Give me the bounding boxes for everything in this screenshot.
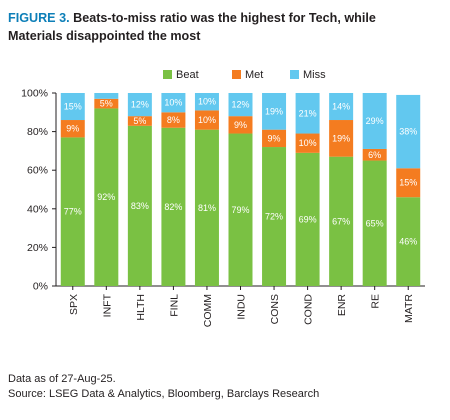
- bar-segment-miss: [60, 93, 85, 121]
- bar-segment-beat: [329, 156, 354, 286]
- data-label: 9%: [268, 133, 281, 143]
- y-tick-label: 100%: [21, 88, 48, 100]
- data-label: 5%: [133, 116, 146, 126]
- bar-segment-met: [329, 120, 354, 157]
- data-label: 9%: [234, 120, 247, 130]
- data-label: 82%: [164, 202, 182, 212]
- y-tick-label: 80%: [27, 126, 48, 138]
- y-tick-label: 0%: [33, 281, 48, 293]
- x-tick-label: RE: [370, 294, 382, 309]
- data-label: 65%: [366, 218, 384, 228]
- y-tick-label: 20%: [27, 242, 48, 254]
- bar-segment-miss: [228, 93, 253, 117]
- data-label: 15%: [64, 102, 82, 112]
- data-label: 19%: [332, 133, 350, 143]
- bar-segment-miss: [194, 93, 219, 111]
- title-line-2: Materials disappointed the most: [8, 29, 201, 43]
- data-label: 38%: [399, 127, 417, 137]
- bar-segment-beat: [60, 137, 85, 286]
- data-label: 67%: [332, 216, 350, 226]
- data-label: 6%: [368, 150, 381, 160]
- x-tick-label: COMM: [202, 294, 214, 327]
- chart-title: FIGURE 3. Beats-to-miss ratio was the hi…: [8, 9, 442, 45]
- legend-swatch-beat: [163, 70, 172, 79]
- legend-label-beat: Beat: [176, 69, 199, 81]
- x-tick-label: INDU: [236, 294, 248, 320]
- legend-swatch-miss: [290, 70, 299, 79]
- legend-label-met: Met: [245, 69, 263, 81]
- legend-label-miss: Miss: [303, 69, 326, 81]
- data-label: 12%: [231, 100, 249, 110]
- legend-swatch-met: [232, 70, 241, 79]
- data-label: 8%: [167, 115, 180, 125]
- data-label: 9%: [66, 124, 79, 134]
- bar-segment-met: [228, 116, 253, 134]
- data-label: 15%: [399, 178, 417, 188]
- x-tick-label: COND: [303, 294, 315, 325]
- bar-segment-beat: [262, 147, 287, 286]
- x-tick-label: MATR: [403, 294, 415, 323]
- data-label: 21%: [299, 108, 317, 118]
- data-label: 46%: [399, 237, 417, 247]
- bar-segment-miss: [362, 93, 387, 149]
- bar-segment-met: [161, 112, 186, 128]
- bar-segment-miss: [94, 93, 119, 99]
- x-tick-label: INFT: [101, 293, 113, 317]
- x-tick-label: SPX: [68, 294, 80, 315]
- data-label: 29%: [366, 116, 384, 126]
- bar-segment-met: [127, 116, 152, 126]
- bar-segment-beat: [127, 125, 152, 286]
- x-tick-label: HLTH: [135, 294, 147, 321]
- x-tick-label: ENR: [336, 294, 348, 317]
- bar-segment-miss: [295, 93, 320, 134]
- bar-segment-met: [362, 148, 387, 161]
- bar-segment-miss: [161, 93, 186, 113]
- data-label: 79%: [231, 205, 249, 215]
- data-label: 10%: [198, 97, 216, 107]
- bar-segment-met: [262, 129, 287, 148]
- data-label: 81%: [198, 203, 216, 213]
- data-label: 10%: [299, 138, 317, 148]
- bar-segment-beat: [396, 197, 421, 286]
- bar-segment-beat: [161, 127, 186, 287]
- bar-segment-beat: [94, 108, 119, 286]
- title-line-1: Beats-to-miss ratio was the highest for …: [73, 11, 376, 25]
- data-label: 83%: [131, 201, 149, 211]
- bar-segment-met: [295, 133, 320, 153]
- bar-segment-miss: [127, 93, 152, 117]
- data-label: 69%: [299, 214, 317, 224]
- y-tick-label: 40%: [27, 203, 48, 215]
- bar-segment-met: [194, 110, 219, 130]
- bar-segment-beat: [194, 129, 219, 286]
- figure-label: FIGURE 3.: [8, 11, 70, 25]
- data-label: 19%: [265, 106, 283, 116]
- x-tick-label: FINL: [168, 294, 180, 317]
- bar-segment-miss: [329, 93, 354, 121]
- bar-segment-miss: [262, 93, 287, 130]
- bar-segment-met: [94, 98, 119, 109]
- data-label: 14%: [332, 102, 350, 112]
- data-label: 72%: [265, 212, 283, 222]
- data-label: 10%: [164, 98, 182, 108]
- data-label: 5%: [100, 99, 113, 109]
- data-label: 77%: [64, 207, 82, 217]
- data-date-note: Data as of 27-Aug-25.: [8, 373, 116, 385]
- bar-segment-beat: [228, 133, 253, 286]
- source-note: Source: LSEG Data & Analytics, Bloomberg…: [8, 387, 320, 400]
- data-label: 92%: [97, 192, 115, 202]
- bar-segment-met: [60, 120, 85, 138]
- stacked-bar-chart: 0% 20% 40% 60% 80% 100% 77% 9% 15% SPX 92% 5% INFT 83…: [21, 69, 425, 327]
- x-tick-label: CONS: [269, 294, 281, 324]
- bar-segment-met: [396, 168, 421, 198]
- data-label: 12%: [131, 100, 149, 110]
- data-label: 10%: [198, 115, 216, 125]
- bar-segment-beat: [362, 160, 387, 286]
- footer-notes: Data as of 27-Aug-25. Source: LSEG Data …: [8, 372, 319, 401]
- bar-segment-beat: [295, 152, 320, 286]
- bar-segment-miss: [396, 94, 421, 169]
- y-tick-label: 60%: [27, 165, 48, 177]
